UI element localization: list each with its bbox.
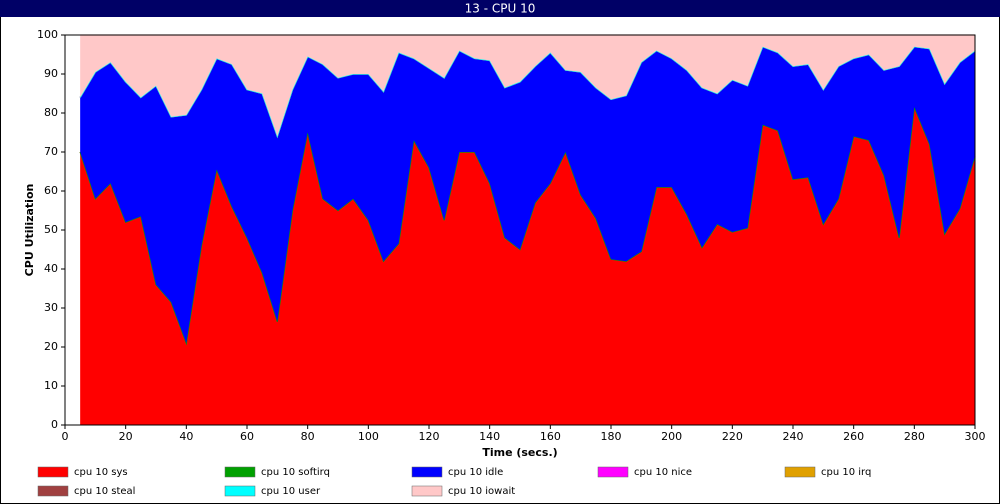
legend-label: cpu 10 softirq — [261, 467, 330, 478]
legend-swatch — [411, 485, 443, 497]
legend-label: cpu 10 irq — [821, 467, 871, 478]
area — [80, 35, 975, 137]
x-tick-label: 240 — [783, 430, 804, 443]
legend-label: cpu 10 user — [261, 486, 321, 497]
x-tick-label: 20 — [119, 430, 133, 443]
y-tick-label: 70 — [44, 145, 58, 158]
y-tick-label: 90 — [44, 67, 58, 80]
legend-label: cpu 10 steal — [74, 486, 135, 497]
area — [80, 46, 975, 344]
y-tick-label: 60 — [44, 184, 58, 197]
x-tick-label: 260 — [843, 430, 864, 443]
y-tick-label: 40 — [44, 262, 58, 275]
y-tick-label: 80 — [44, 106, 58, 119]
legend-swatch — [411, 466, 443, 478]
areas — [79, 34, 976, 426]
legend-swatch — [224, 485, 256, 497]
x-tick-label: 140 — [479, 430, 500, 443]
x-tick-label: 160 — [540, 430, 561, 443]
legend-label: cpu 10 nice — [634, 467, 692, 478]
legend-label: cpu 10 iowait — [448, 486, 515, 497]
legend-label: cpu 10 idle — [448, 467, 503, 478]
x-tick-label: 180 — [601, 430, 622, 443]
y-tick-label: 100 — [37, 28, 58, 41]
x-tick-label: 80 — [301, 430, 315, 443]
legend-swatch — [597, 466, 629, 478]
legend-swatch — [37, 466, 69, 478]
chart-title: 13 - CPU 10 — [465, 2, 536, 16]
y-tick-label: 10 — [44, 379, 58, 392]
legend-swatch — [784, 466, 816, 478]
y-tick-label: 20 — [44, 340, 58, 353]
title-bar — [0, 0, 1000, 17]
y-tick-label: 0 — [51, 418, 58, 431]
y-axis-label: CPU Utilization — [23, 184, 36, 277]
x-tick-label: 220 — [722, 430, 743, 443]
x-tick-label: 280 — [904, 430, 925, 443]
area — [80, 107, 975, 426]
legend-swatch — [37, 485, 69, 497]
legend-swatch — [224, 466, 256, 478]
y-tick-label: 30 — [44, 301, 58, 314]
x-tick-label: 300 — [965, 430, 986, 443]
x-tick-label: 40 — [179, 430, 193, 443]
x-tick-label: 200 — [661, 430, 682, 443]
legend-label: cpu 10 sys — [74, 467, 128, 478]
x-axis-label: Time (secs.) — [482, 446, 557, 459]
x-tick-label: 120 — [419, 430, 440, 443]
x-tick-label: 100 — [358, 430, 379, 443]
x-tick-label: 0 — [62, 430, 69, 443]
x-tick-label: 60 — [240, 430, 254, 443]
y-tick-label: 50 — [44, 223, 58, 236]
